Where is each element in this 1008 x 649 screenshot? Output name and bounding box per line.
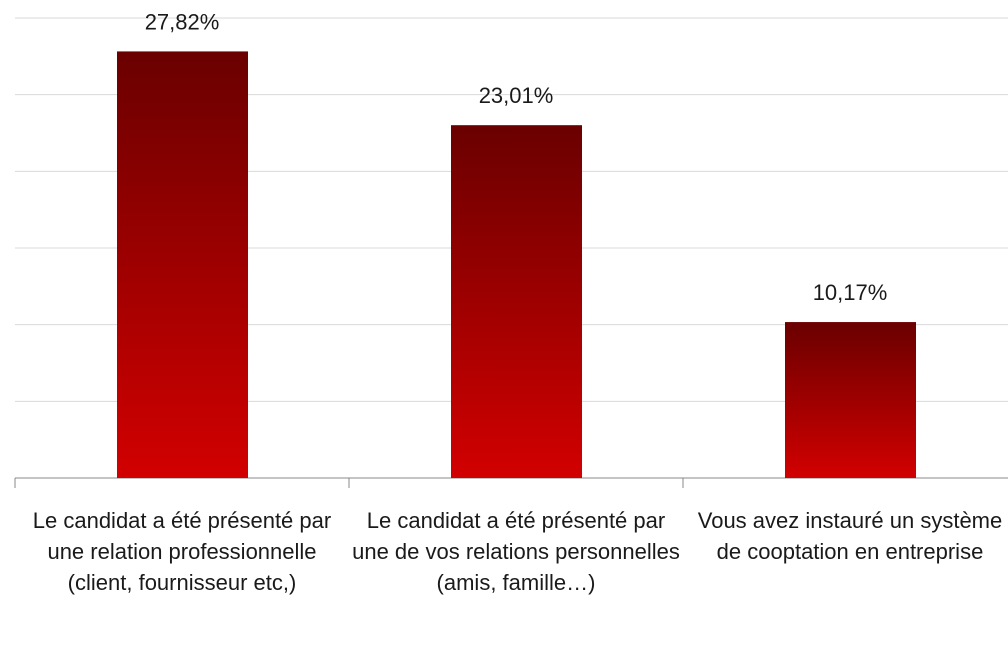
x-tick-label: Vous avez instauré un système de cooptat… [697,508,1003,564]
data-label: 10,17% [813,280,888,305]
data-label: 27,82% [145,9,220,34]
data-label: 23,01% [479,83,554,108]
x-tick-label: Le candidat a été présenté par une de vo… [352,508,680,595]
x-tick-label: Le candidat a été présenté par une relat… [32,508,332,595]
bar [451,125,582,479]
bar [785,322,916,478]
bar [117,51,248,478]
